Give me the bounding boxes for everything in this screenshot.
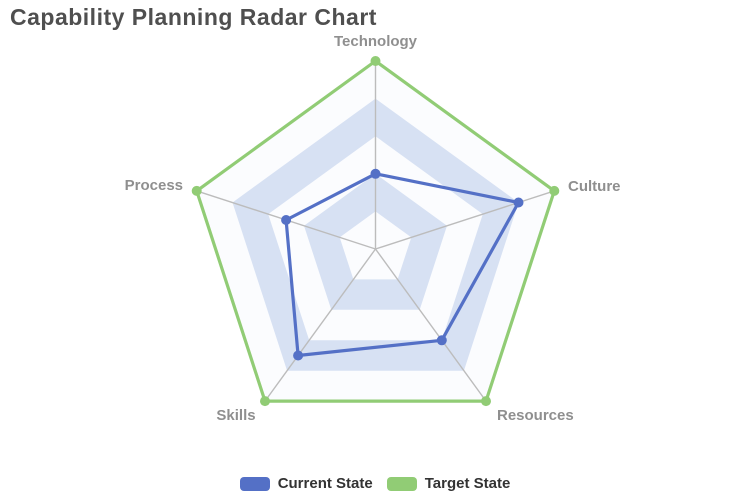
current-state-point-culture[interactable]	[513, 197, 524, 208]
target-state-polygon	[195, 59, 556, 403]
legend-swatch-0[interactable]	[239, 477, 270, 491]
target-state-point-culture[interactable]	[549, 185, 560, 196]
axis-spoke-resources	[374, 248, 487, 402]
current-state-polygon	[284, 172, 521, 358]
target-state-point-skills[interactable]	[260, 396, 270, 407]
legend-label-current-state: Current State	[277, 475, 373, 492]
axis-label-skills: Skills	[216, 407, 255, 424]
axis-label-culture: Culture	[568, 178, 621, 195]
target-state-point-technology[interactable]	[370, 56, 381, 66]
chart-title: Capability Planning Radar Chart	[10, 4, 377, 30]
legend-swatch-1[interactable]	[386, 477, 417, 491]
legend-label-target-state: Target State	[424, 475, 511, 492]
legend-item-target-state[interactable]: Target State	[386, 475, 511, 492]
radar-chart: Technology Culture Resources Skills Process	[125, 33, 621, 424]
target-state-point-resources[interactable]	[481, 396, 491, 407]
current-state-point-technology[interactable]	[370, 168, 381, 179]
axis-label-process: Process	[125, 177, 183, 194]
target-state-point-process[interactable]	[191, 185, 202, 196]
axis-spoke-culture	[375, 190, 555, 250]
axis-spoke-skills	[264, 248, 377, 402]
chart-legend: Current State Target State	[0, 476, 750, 492]
axis-label-technology: Technology	[334, 33, 418, 50]
radar-svg: Technology Culture Resources Skills Process	[125, 33, 621, 424]
legend-item-current-state[interactable]: Current State	[239, 475, 373, 492]
current-state-point-resources[interactable]	[436, 335, 447, 346]
current-state-point-process[interactable]	[281, 215, 292, 225]
current-state-point-skills[interactable]	[293, 350, 304, 361]
axis-label-resources: Resources	[497, 407, 574, 424]
